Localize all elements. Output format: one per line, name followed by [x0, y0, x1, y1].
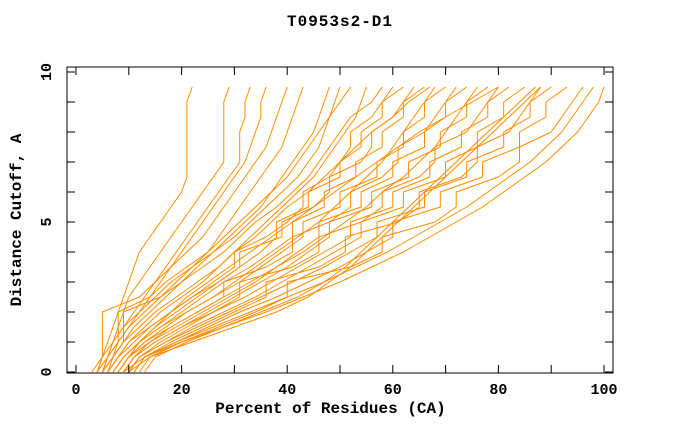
series-line-model-32: [117, 86, 499, 373]
series-line-model-07: [101, 86, 330, 373]
series-line-model-19: [117, 86, 478, 373]
x-tick-label: 100: [590, 382, 617, 399]
x-axis-label: Percent of Residues (CA): [215, 400, 446, 418]
x-tick-label: 0: [71, 382, 80, 399]
y-tick-label: 10: [39, 63, 56, 81]
series-line-model-03: [96, 86, 251, 373]
series-line-model-13: [107, 86, 415, 373]
series-line-model-31: [107, 86, 431, 373]
x-tick-label: 80: [489, 382, 507, 399]
series-line-model-28: [133, 86, 594, 373]
chart-title: T0953s2-D1: [286, 13, 393, 31]
series-line-model-01: [96, 86, 193, 373]
series-line-model-10: [101, 86, 383, 373]
x-tick-label: 20: [173, 382, 191, 399]
series-line-model-33: [128, 86, 541, 373]
series-line-model-05: [91, 86, 288, 373]
series-line-model-25: [128, 86, 552, 373]
series-line-model-02: [101, 86, 230, 373]
series-line-model-14: [112, 86, 425, 373]
series-line-model-18: [123, 86, 467, 373]
series-line-model-12: [112, 86, 404, 373]
y-tick-label: 0: [39, 367, 56, 376]
series-line-model-24: [133, 86, 542, 373]
series-line-model-15: [117, 86, 436, 373]
series-line-model-30: [96, 86, 341, 373]
series-line-model-08: [96, 86, 352, 373]
series-line-model-04: [101, 86, 267, 373]
series-line-model-09: [107, 86, 367, 373]
x-tick-label: 40: [278, 382, 296, 399]
series-line-model-23: [128, 86, 526, 373]
x-tick-label: 60: [384, 382, 402, 399]
series-line-model-11: [107, 86, 394, 373]
series-line-model-34: [123, 86, 536, 373]
series-line-model-16: [112, 86, 446, 373]
series-line-model-26: [133, 86, 568, 373]
y-tick-label: 5: [39, 217, 56, 226]
series-line-model-22: [123, 86, 510, 373]
series-line-model-06: [101, 86, 304, 373]
series-line-model-27: [138, 86, 584, 373]
